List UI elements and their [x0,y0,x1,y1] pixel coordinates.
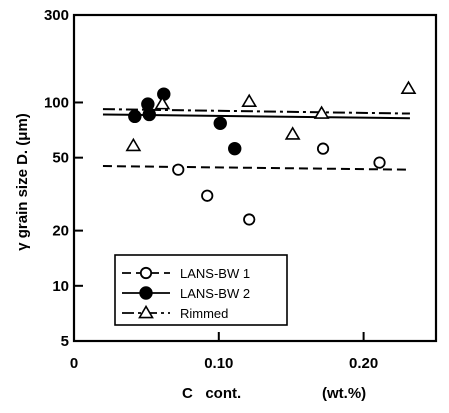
marker-open-circle [139,266,153,280]
marker-open-triangle [400,80,417,94]
x-axis-unit: (wt.%) [322,385,366,402]
x-tick-label: 0 [70,355,78,372]
marker-open-triangle [125,137,142,152]
marker-open-triangle [154,96,171,110]
x-axis-label: C cont. [182,385,241,402]
marker-open-circle [316,142,330,155]
fit-line [102,165,410,171]
legend-label: LANS-BW 1 [180,266,250,281]
y-tick-label: 5 [61,333,69,350]
y-tick-label: 100 [44,94,69,111]
marker-filled-circle [228,141,242,156]
y-tick-label: 50 [52,150,69,167]
marker-filled-circle [142,107,156,122]
marker-open-triangle [241,93,258,108]
y-tick-label: 20 [52,223,69,240]
y-axis-ticks: 5 10 20 50 100 300 [44,7,83,350]
y-axis-label: γ grain size D. (μm) [14,113,31,251]
legend-label: Rimmed [180,306,228,321]
y-tick-label: 300 [44,7,69,24]
legend-label: LANS-BW 2 [180,286,250,301]
marker-open-circle [172,163,185,176]
marker-open-circle [243,213,256,226]
marker-open-triangle [284,126,301,140]
plot-frame [72,13,438,343]
marker-open-triangle [138,304,154,319]
marker-open-circle [373,156,386,169]
x-axis-ticks: 0 0.10 0.20 [70,332,378,372]
x-tick-label: 0.10 [204,355,233,372]
legend-items: LANS-BW 1 LANS-BW 2 Rimmed [122,266,250,321]
marker-filled-circle [128,109,142,124]
marker-open-circle [201,189,214,202]
marker-open-triangle [313,105,330,119]
data-markers [125,80,417,226]
y-tick-label: 10 [52,278,69,295]
marker-filled-circle [213,116,227,130]
legend: LANS-BW 1 LANS-BW 2 Rimmed [114,254,288,326]
marker-filled-circle [139,286,153,300]
x-tick-label: 0.20 [349,355,378,372]
